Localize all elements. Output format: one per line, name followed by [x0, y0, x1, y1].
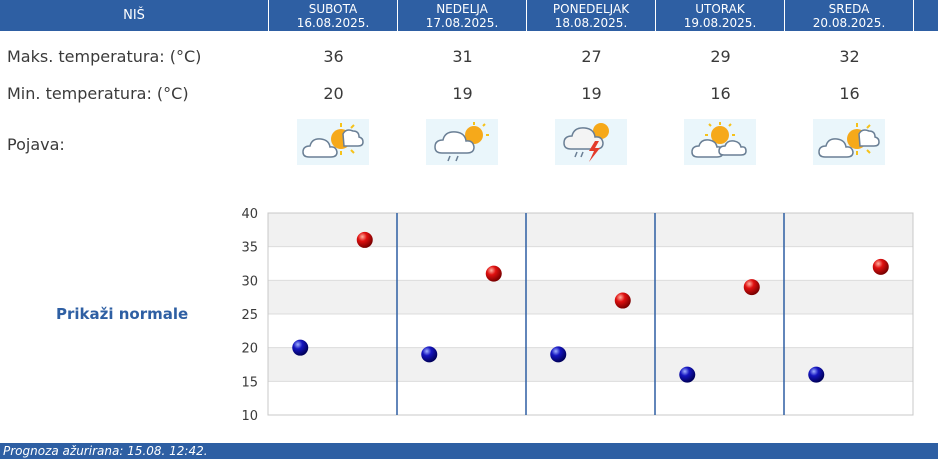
min-temp-point	[292, 339, 309, 356]
grid-band	[268, 314, 913, 348]
day-header-5: SREDA 20.08.2025.	[785, 0, 913, 31]
max-temp-value: 31	[452, 47, 473, 66]
min-temp-point	[808, 366, 825, 383]
forecast-updated-note: Prognoza ažurirana: 15.08. 12:42.	[0, 443, 938, 459]
day-name: SREDA	[828, 2, 870, 16]
sun-clouds-icon	[684, 119, 756, 165]
day-name: NEDELJA	[436, 2, 488, 16]
day-header-2: NEDELJA 17.08.2025.	[398, 0, 526, 31]
header-divider	[655, 0, 656, 31]
forecast-header: NIŠ SUBOTA 16.08.2025. NEDELJA 17.08.202…	[0, 0, 938, 31]
day-date: 17.08.2025.	[425, 16, 499, 30]
day-name: PONEDELJAK	[552, 2, 630, 16]
y-tick-label: 35	[241, 241, 258, 256]
day-header-1: SUBOTA 16.08.2025.	[269, 0, 397, 31]
min-temp-value: 19	[452, 84, 473, 103]
grid-band	[268, 347, 913, 382]
header-divider	[784, 0, 785, 31]
day-name: UTORAK	[695, 2, 745, 16]
y-tick-label: 20	[241, 342, 258, 357]
min-temp-value: 16	[710, 84, 731, 103]
grid-band	[268, 280, 913, 314]
max-temp-value: 32	[839, 47, 860, 66]
cloud-rain-sun-icon	[426, 119, 498, 165]
max-temp-point	[743, 279, 760, 296]
plot-border	[267, 212, 914, 416]
day-date: 20.08.2025.	[812, 16, 886, 30]
grid-band	[268, 246, 913, 281]
min-temp-point	[679, 366, 696, 383]
max-temp-point	[872, 258, 889, 275]
city-name: NIŠ	[123, 8, 145, 23]
min-temp-value: 19	[581, 84, 602, 103]
header-divider	[397, 0, 398, 31]
min-temp-value: 20	[323, 84, 344, 103]
thunderstorm-icon	[555, 119, 627, 165]
min-temp-point	[421, 346, 438, 363]
y-tick-label: 10	[241, 409, 258, 424]
partly-sunny-cloud-icon	[813, 119, 885, 165]
header-divider	[913, 0, 914, 31]
grid-band	[268, 213, 913, 247]
max-temp-value: 29	[710, 47, 731, 66]
min-temp-value: 16	[839, 84, 860, 103]
max-temp-value: 27	[581, 47, 602, 66]
show-normals-button[interactable]: Prikaži normale	[56, 305, 189, 323]
y-tick-label: 40	[241, 207, 258, 222]
y-tick-label: 30	[241, 274, 258, 289]
y-tick-label: 25	[241, 308, 258, 323]
min-temp-label: Min. temperatura: (°C)	[7, 84, 189, 103]
day-date: 19.08.2025.	[683, 16, 757, 30]
day-header-3: PONEDELJAK 18.08.2025.	[527, 0, 655, 31]
header-divider	[526, 0, 527, 31]
max-temp-point	[614, 292, 631, 309]
max-temp-value: 36	[323, 47, 344, 66]
header-divider	[268, 0, 269, 31]
grid-band	[268, 381, 913, 415]
y-tick-label: 15	[241, 375, 258, 390]
day-name: SUBOTA	[308, 2, 358, 16]
max-temp-point	[356, 231, 373, 248]
min-temp-point	[550, 346, 567, 363]
phenomenon-label: Pojava:	[7, 135, 65, 154]
day-header-4: UTORAK 19.08.2025.	[656, 0, 784, 31]
max-temp-label: Maks. temperatura: (°C)	[7, 47, 202, 66]
day-date: 16.08.2025.	[296, 16, 370, 30]
day-date: 18.08.2025.	[554, 16, 628, 30]
max-temp-point	[485, 265, 502, 282]
partly-sunny-cloud-icon	[297, 119, 369, 165]
